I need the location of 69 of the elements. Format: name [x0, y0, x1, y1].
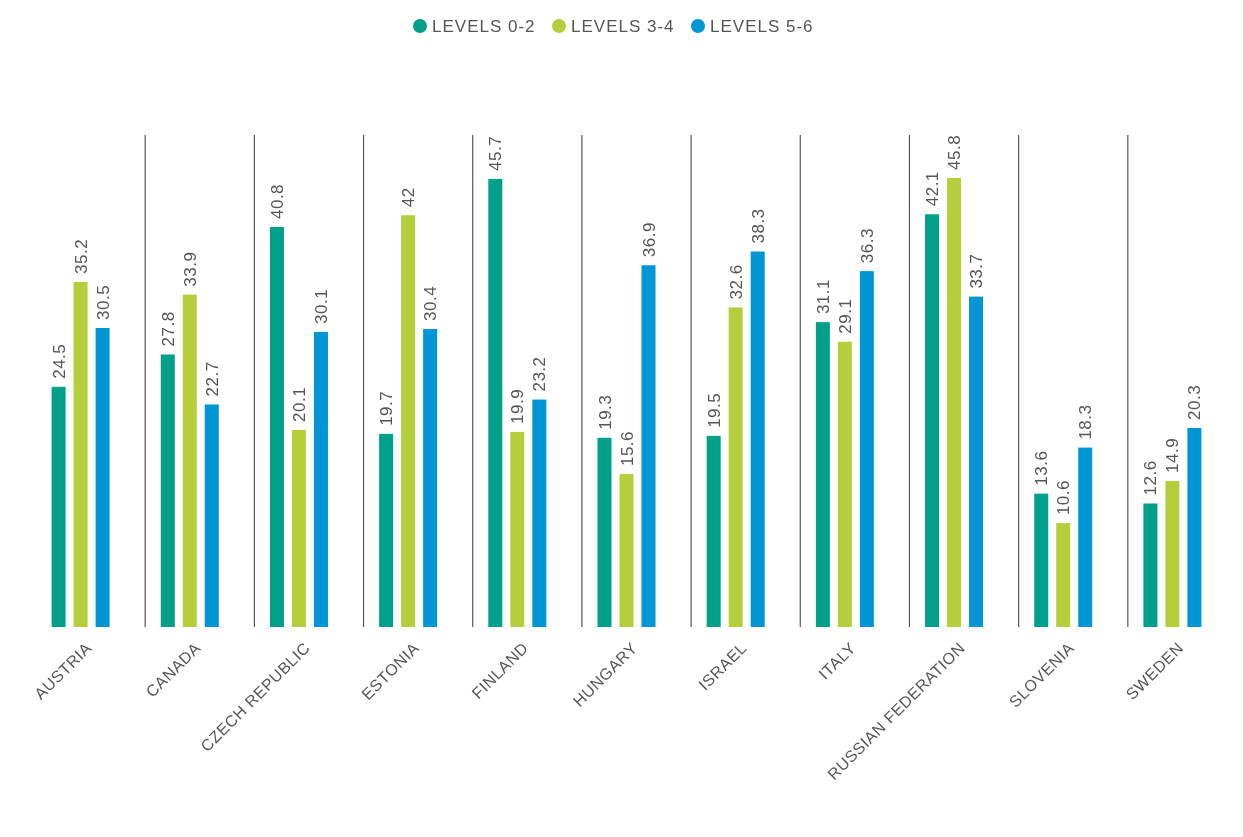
data-label: 19.7: [377, 390, 397, 426]
data-label: 40.8: [267, 183, 287, 220]
data-label: 27.8: [158, 311, 178, 347]
data-label: 18.3: [1076, 404, 1096, 440]
bar: [750, 251, 765, 627]
bar: [619, 474, 634, 627]
bar: [1187, 427, 1202, 627]
data-label: 24.5: [49, 343, 69, 379]
bar: [1165, 480, 1180, 627]
bar: [969, 296, 984, 627]
data-label: 42.1: [923, 171, 943, 207]
bar: [510, 431, 525, 627]
data-label: 19.3: [595, 394, 615, 430]
bar: [641, 265, 656, 627]
bar: [532, 399, 547, 627]
data-label: 31.1: [813, 279, 833, 315]
data-label: 33.7: [967, 253, 987, 289]
bar: [204, 404, 219, 627]
data-label: 15.6: [617, 430, 637, 467]
data-label: 30.4: [421, 285, 441, 321]
bar: [706, 435, 721, 627]
data-label: 36.9: [639, 222, 659, 258]
bar: [401, 215, 416, 627]
bar: [95, 327, 110, 627]
data-label: 30.5: [93, 284, 113, 320]
bar: [1078, 447, 1093, 627]
data-label: 45.7: [486, 135, 506, 171]
data-label: 13.6: [1032, 450, 1052, 486]
data-label: 42: [399, 187, 419, 208]
data-label: 36.3: [857, 228, 877, 264]
bar: [1143, 503, 1158, 627]
bar: [160, 354, 175, 627]
data-label: 20.1: [289, 386, 309, 422]
bar: [73, 281, 88, 627]
bar: [269, 227, 284, 627]
bar: [379, 433, 394, 627]
legend-label: LEVELS 3-4: [571, 17, 675, 36]
bar: [182, 294, 197, 627]
legend-label: LEVELS 5-6: [710, 17, 814, 36]
data-label: 35.2: [71, 238, 91, 274]
bar: [597, 437, 612, 627]
bar: [947, 178, 962, 627]
bar: [423, 328, 438, 627]
data-label: 33.9: [180, 251, 200, 287]
bar: [837, 341, 852, 627]
bar: [488, 178, 503, 627]
data-label: 19.9: [508, 388, 528, 424]
data-label: 22.7: [202, 361, 222, 397]
bar: [313, 331, 328, 627]
data-label: 19.5: [704, 392, 724, 428]
data-label: 38.3: [748, 208, 768, 244]
data-label: 29.1: [835, 298, 855, 334]
legend-label: LEVELS 0-2: [432, 17, 536, 36]
bar: [1034, 493, 1049, 627]
bar: [291, 429, 306, 627]
bar: [1056, 523, 1071, 627]
data-label: 14.9: [1163, 437, 1183, 473]
bar: [51, 386, 66, 627]
data-label: 30.1: [311, 288, 331, 324]
data-label: 20.3: [1185, 384, 1205, 420]
data-label: 32.6: [726, 264, 746, 300]
bar: [815, 322, 830, 627]
data-label: 10.6: [1054, 479, 1074, 516]
bar: [925, 214, 940, 627]
data-label: 12.6: [1141, 460, 1161, 496]
data-label: 23.2: [530, 356, 550, 392]
bar: [728, 307, 743, 627]
data-label: 45.8: [945, 134, 965, 170]
bar: [859, 271, 874, 627]
